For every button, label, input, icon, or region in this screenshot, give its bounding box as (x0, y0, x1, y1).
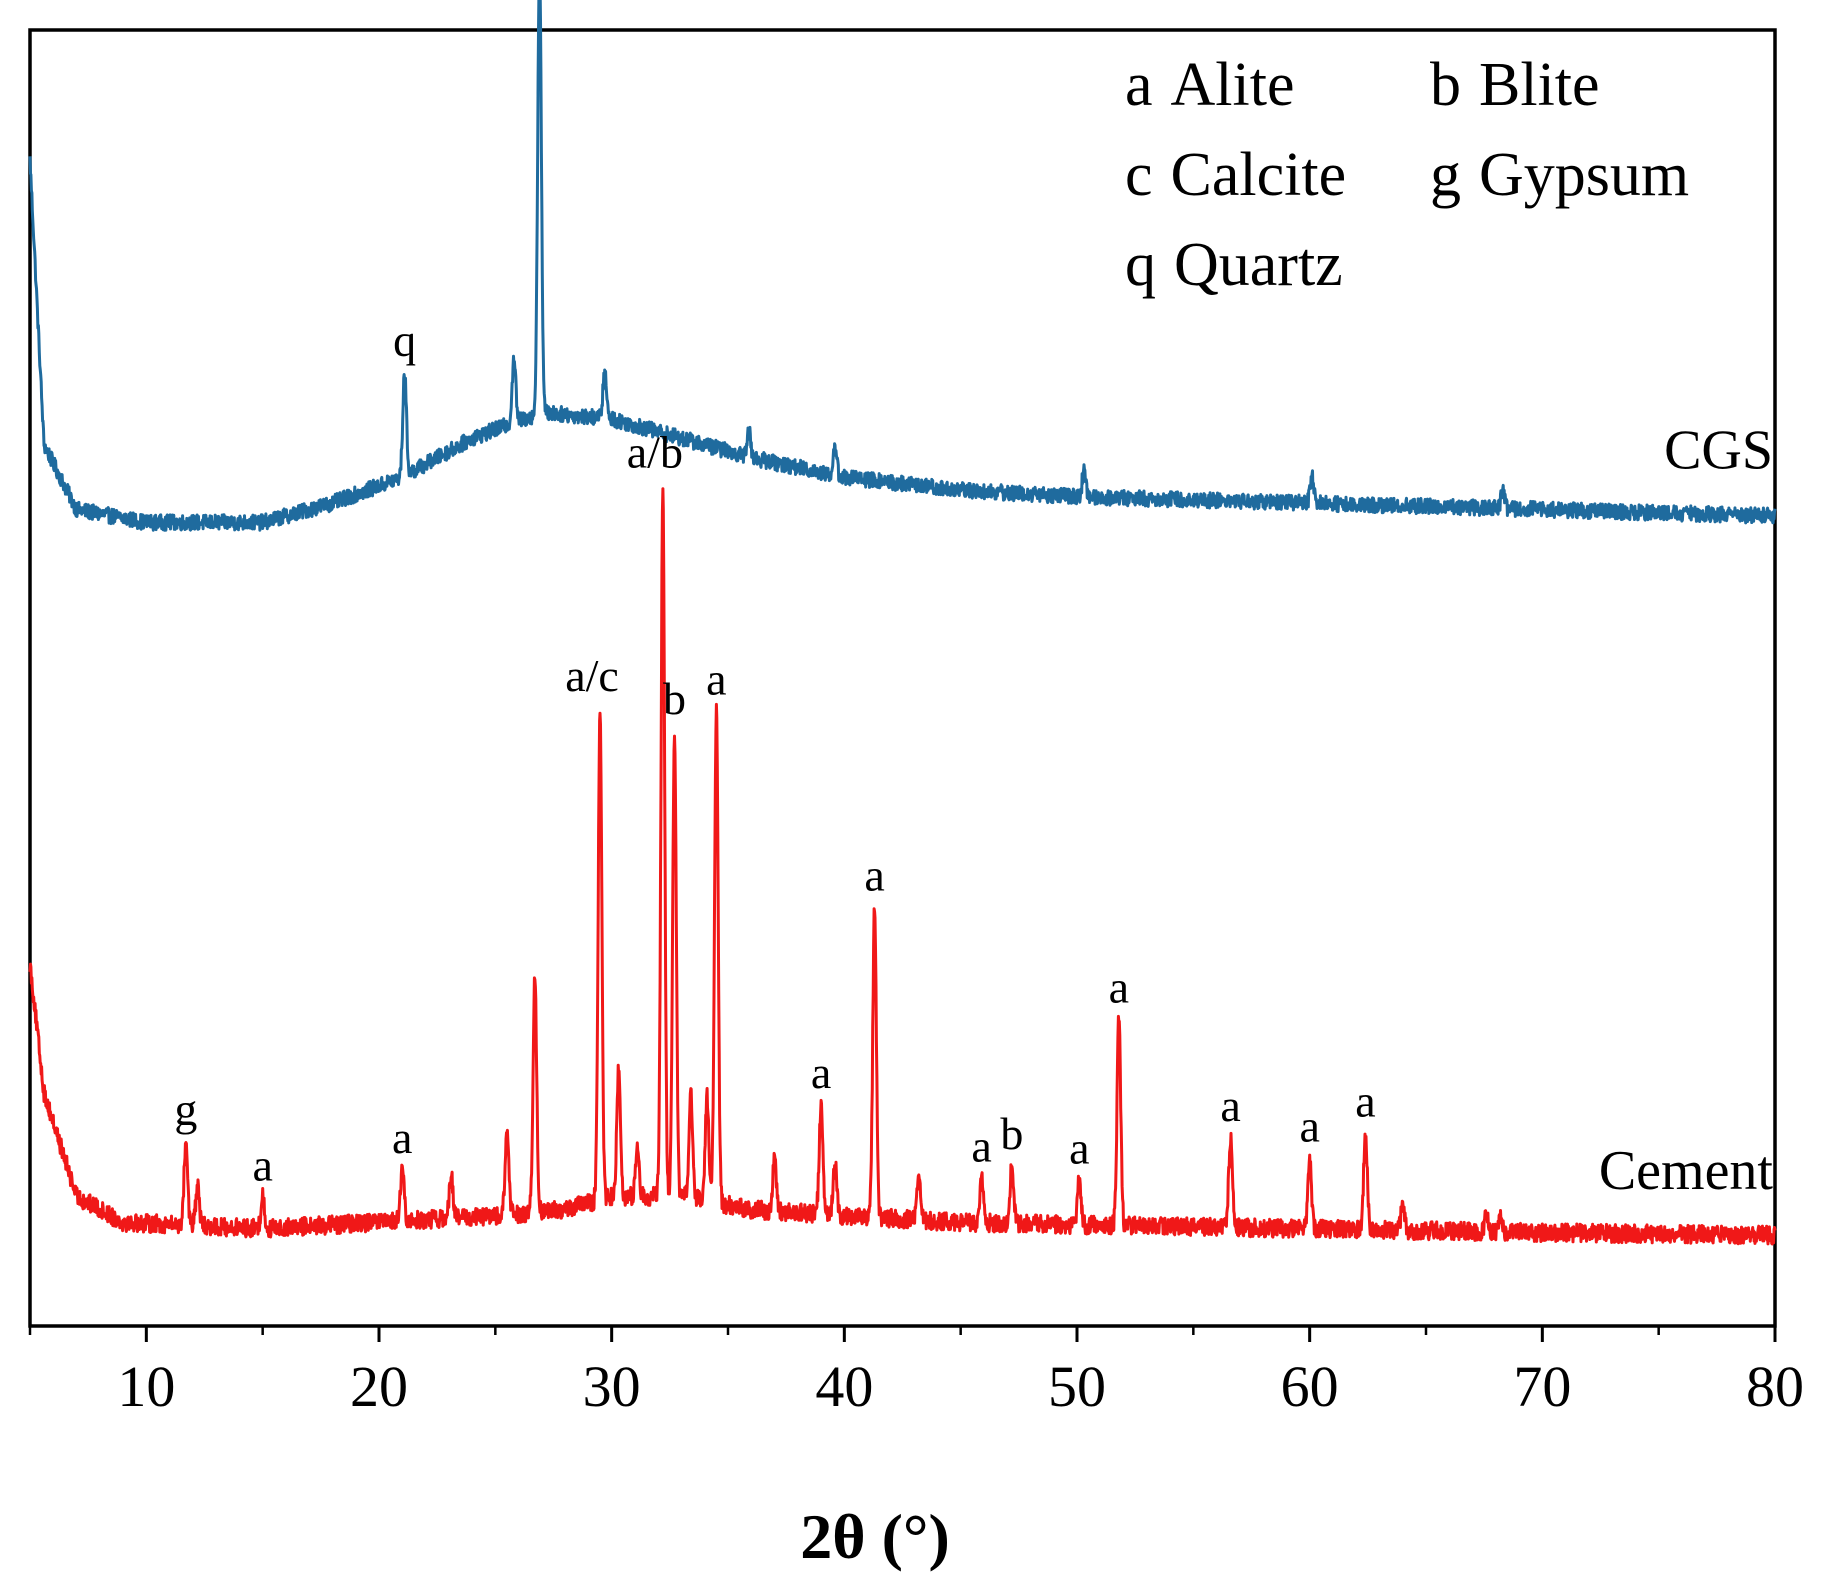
legend-phase: Alite (1171, 51, 1295, 119)
x-tick-label: 40 (815, 1354, 873, 1419)
peak-label: a (971, 1120, 991, 1171)
series-line-cement (28, 487, 1777, 1246)
legend: a Alite b Blite c Calcite g Gypsum q Quartz (1125, 51, 1689, 299)
legend-symbol: b (1430, 51, 1461, 119)
x-tick-label: 70 (1513, 1354, 1571, 1419)
legend-entry-gypsum: g Gypsum (1430, 141, 1689, 209)
series-layer: CGS Cement (28, 0, 1777, 1246)
legend-phase: Quartz (1174, 231, 1343, 299)
series-name-cgs: CGS (1664, 420, 1773, 482)
x-tick-label: 20 (350, 1354, 408, 1419)
legend-symbol: q (1125, 231, 1156, 299)
peak-label: q (393, 315, 416, 366)
legend-symbol: c (1125, 141, 1153, 209)
x-tick-label: 80 (1746, 1354, 1804, 1419)
peak-label: g (174, 1084, 197, 1135)
legend-entry-blite: b Blite (1430, 51, 1600, 119)
legend-symbol: g (1430, 141, 1461, 209)
legend-entry-calcite: c Calcite (1125, 141, 1346, 209)
peak-label: b (663, 673, 686, 724)
x-tick-label: 30 (583, 1354, 641, 1419)
legend-phase: Calcite (1171, 141, 1347, 209)
peak-label: b (1000, 1108, 1023, 1159)
peak-label: a (706, 653, 726, 704)
peak-label: a (1299, 1101, 1319, 1152)
x-tick-label: 50 (1048, 1354, 1106, 1419)
x-tick-label: 10 (117, 1354, 175, 1419)
peak-label: a (1220, 1080, 1240, 1131)
x-tick-label: 60 (1281, 1354, 1339, 1419)
legend-entry-quartz: q Quartz (1125, 231, 1343, 299)
peak-label: a/c (565, 650, 619, 701)
peak-label: a (1109, 961, 1129, 1012)
peak-label: a (252, 1139, 272, 1190)
legend-symbol: a (1125, 51, 1153, 119)
peak-label: a (392, 1112, 412, 1163)
legend-entry-alite: a Alite (1125, 51, 1295, 119)
peak-label: a (864, 849, 884, 900)
series-name-cement: Cement (1599, 1140, 1774, 1202)
legend-phase: Gypsum (1479, 141, 1689, 209)
plot-frame (28, 28, 1777, 1328)
legend-phase: Blite (1479, 51, 1600, 119)
x-axis-ticks: 10 20 30 40 50 60 70 80 (28, 1326, 1804, 1419)
peak-label: a (1355, 1076, 1375, 1127)
peak-label: a/b (627, 427, 683, 478)
series-line-cgs (28, 0, 1777, 532)
peak-label: a (1069, 1123, 1089, 1174)
peak-label: a (811, 1047, 831, 1098)
x-axis-title: 2θ (°) (800, 1501, 950, 1572)
